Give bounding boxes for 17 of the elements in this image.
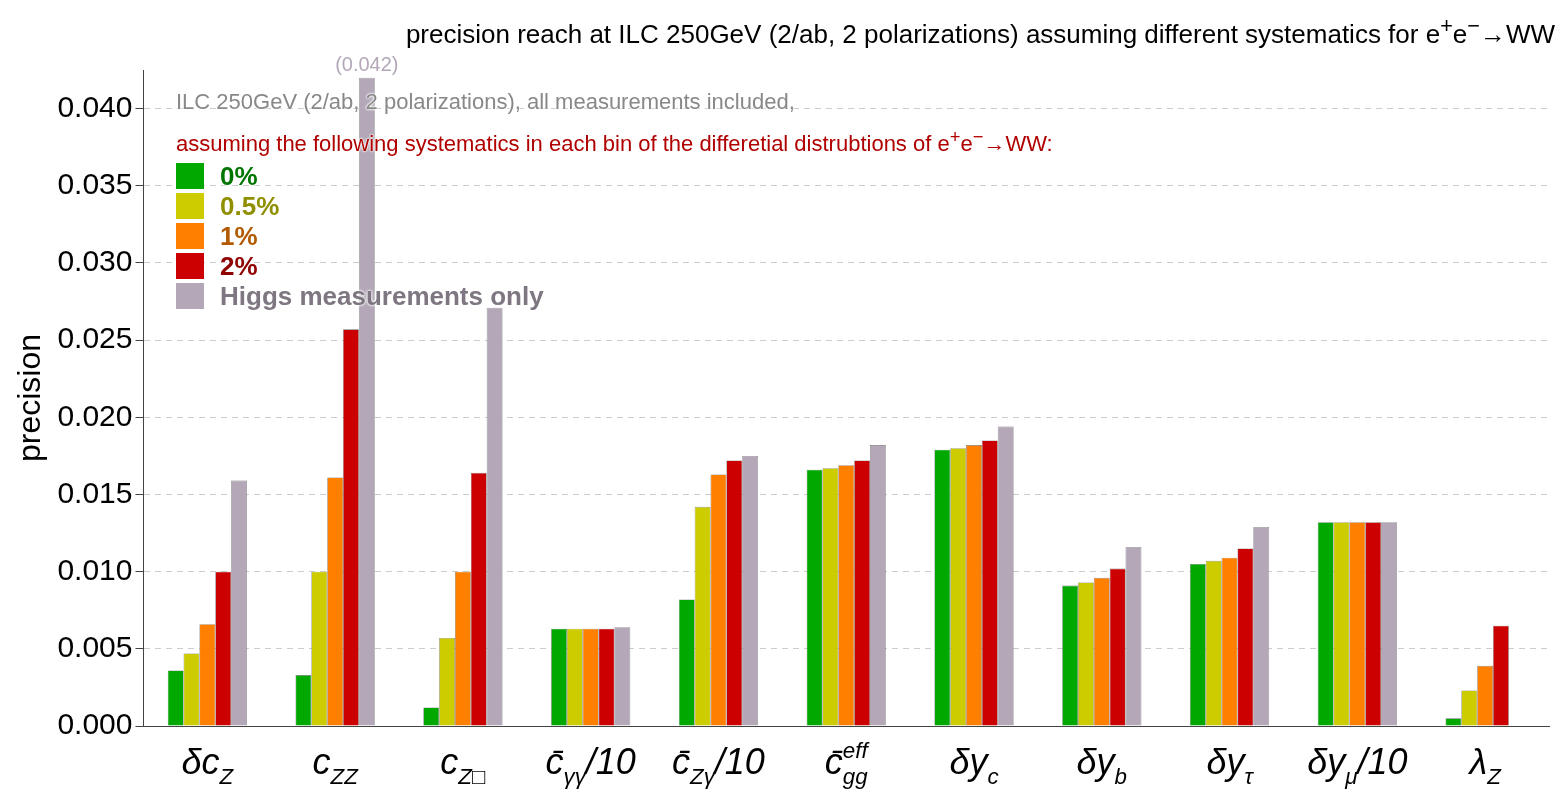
legend-label: 0.5% xyxy=(220,190,280,222)
y-tick-label: 0.015 xyxy=(57,475,133,509)
legend-label: 0% xyxy=(220,160,258,192)
y-tick-label: 0.005 xyxy=(57,630,133,664)
data-label: (0.042) xyxy=(335,53,399,76)
y-tick-label: 0.000 xyxy=(57,707,133,741)
legend-label: 2% xyxy=(220,250,258,282)
annotation: assuming the following systematics in each bin of the differetial distrubtions of e$^{+}$e$^{−}$→WW: xyxy=(176,125,1053,159)
y-tick-label: 0.040 xyxy=(57,89,133,123)
y-tick-label: 0.020 xyxy=(57,398,133,432)
y-tick-label: 0.010 xyxy=(57,552,133,586)
legend-label: 1% xyxy=(220,220,258,252)
chart-title: precision reach at ILC 250GeV (2/ab, 2 polarizations) assuming different systematics for e$^{+}$e$^{−}$→WW xyxy=(404,12,1555,49)
y-tick-label: 0.035 xyxy=(57,167,133,201)
y-tick-label: 0.025 xyxy=(57,321,133,355)
y-tick-label: 0.030 xyxy=(57,244,133,278)
y-axis-title: precision xyxy=(11,333,48,463)
